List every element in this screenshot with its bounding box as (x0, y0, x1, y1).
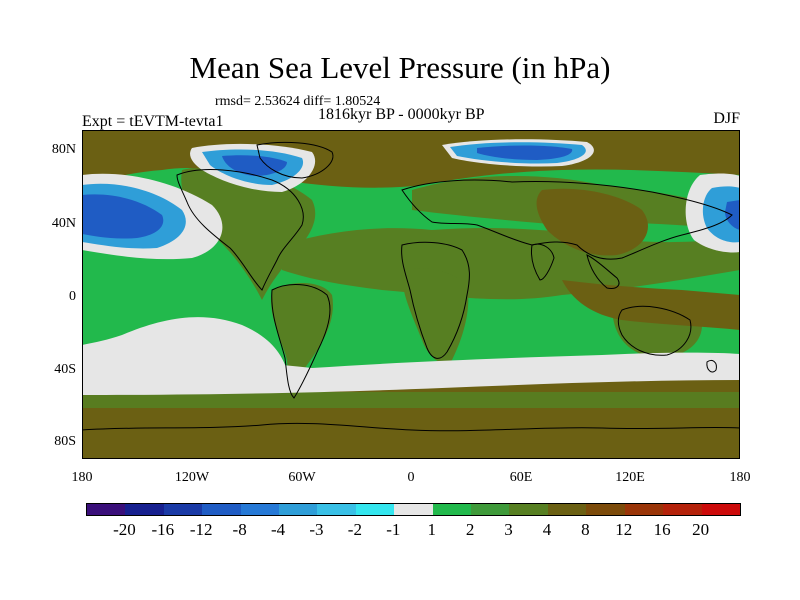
colorbar-label: -20 (113, 520, 136, 539)
coast-southeast-asia (586, 254, 620, 289)
colorbar-label: -8 (232, 520, 247, 539)
lon-tick-60w: 60W (288, 470, 316, 485)
colorbar-label: -1 (386, 520, 401, 539)
lon-tick-180-right: 180 (729, 470, 751, 485)
coast-india (531, 243, 555, 281)
colorbar-swatch (394, 504, 433, 515)
colorbar-swatch (624, 504, 664, 515)
lon-tick-120w: 120W (174, 470, 210, 485)
field-brown-asia (536, 188, 648, 256)
colorbar-swatch (509, 504, 548, 515)
colorbar-label: 16 (653, 520, 671, 539)
colorbar-swatch (663, 504, 702, 515)
field-blue-north-pacific-east (702, 186, 740, 243)
coast-europe-asia (401, 179, 733, 260)
field-brown-south-pacific (562, 280, 740, 330)
period-label: 1816kyr BP - 0000kyr BP (318, 106, 485, 123)
field-darkblue-greenland (222, 155, 287, 176)
colorbar-label: 1 (427, 520, 436, 539)
map-frame (82, 130, 740, 459)
lat-tick-40s: 40S (54, 362, 76, 377)
colorbar-swatch (701, 504, 740, 515)
lon-tick-180-left: 180 (71, 470, 93, 485)
colorbar-swatch (279, 504, 318, 515)
field-olive-africa (401, 268, 469, 364)
lon-tick-0: 0 (407, 470, 415, 485)
colorbar-label: -3 (309, 520, 324, 539)
pressure-map (82, 130, 740, 459)
coast-australia (617, 305, 692, 356)
colorbar-swatch (471, 504, 510, 515)
lat-tick-80n: 80N (51, 142, 76, 157)
colorbar-label: -2 (347, 520, 362, 539)
colorbar-label: -16 (151, 520, 175, 539)
lat-tick-0: 0 (69, 289, 76, 304)
colorbar-label: 20 (692, 520, 710, 539)
colorbar-swatch (317, 504, 356, 515)
colorbar (86, 503, 741, 516)
colorbar-label: -4 (270, 520, 286, 539)
lat-tick-40n: 40N (51, 216, 76, 231)
colorbar-label: 8 (581, 520, 590, 539)
colorbar-swatch (202, 504, 241, 515)
colorbar-label: 2 (465, 520, 475, 539)
field-olive-north-america (181, 166, 316, 300)
colorbar-swatch (432, 504, 472, 515)
colorbar-swatch (240, 504, 280, 515)
coast-antarctica (82, 422, 740, 432)
colorbar-swatch (163, 504, 203, 515)
coast-africa (401, 241, 470, 359)
colorbar-label: -12 (189, 520, 213, 539)
colorbar-label: 4 (542, 520, 552, 539)
coast-north-america (176, 169, 304, 291)
field-olive-south-america (270, 283, 333, 375)
colorbar-swatch (355, 504, 395, 515)
field-gray-southern-ocean (82, 352, 740, 395)
colorbar-swatch (586, 504, 625, 515)
field-olive-antarctic-band (82, 392, 740, 408)
rmsd-diff-stats: rmsd= 2.53624 diff= 1.80524 (215, 94, 381, 109)
coastlines (82, 141, 740, 432)
coast-new-zealand (706, 359, 717, 373)
colorbar-swatch (547, 504, 587, 515)
colorbar-label: 3 (504, 520, 513, 539)
field-darkblue-north-pacific-west (82, 194, 164, 239)
coast-south-america (271, 284, 331, 399)
lon-tick-60e: 60E (509, 470, 533, 485)
chart-title: Mean Sea Level Pressure (in hPa) (189, 50, 611, 85)
field-darkblue-siberia (477, 145, 573, 160)
colorbar-label: 12 (615, 520, 633, 539)
colorbar-swatch (87, 504, 126, 515)
colorbar-swatch (125, 504, 164, 515)
lon-tick-120e: 120E (615, 470, 645, 485)
lat-tick-80s: 80S (54, 434, 76, 449)
season-label: DJF (713, 110, 740, 127)
experiment-label: Expt = tEVTM-tevta1 (82, 113, 224, 130)
coast-greenland (256, 141, 334, 179)
